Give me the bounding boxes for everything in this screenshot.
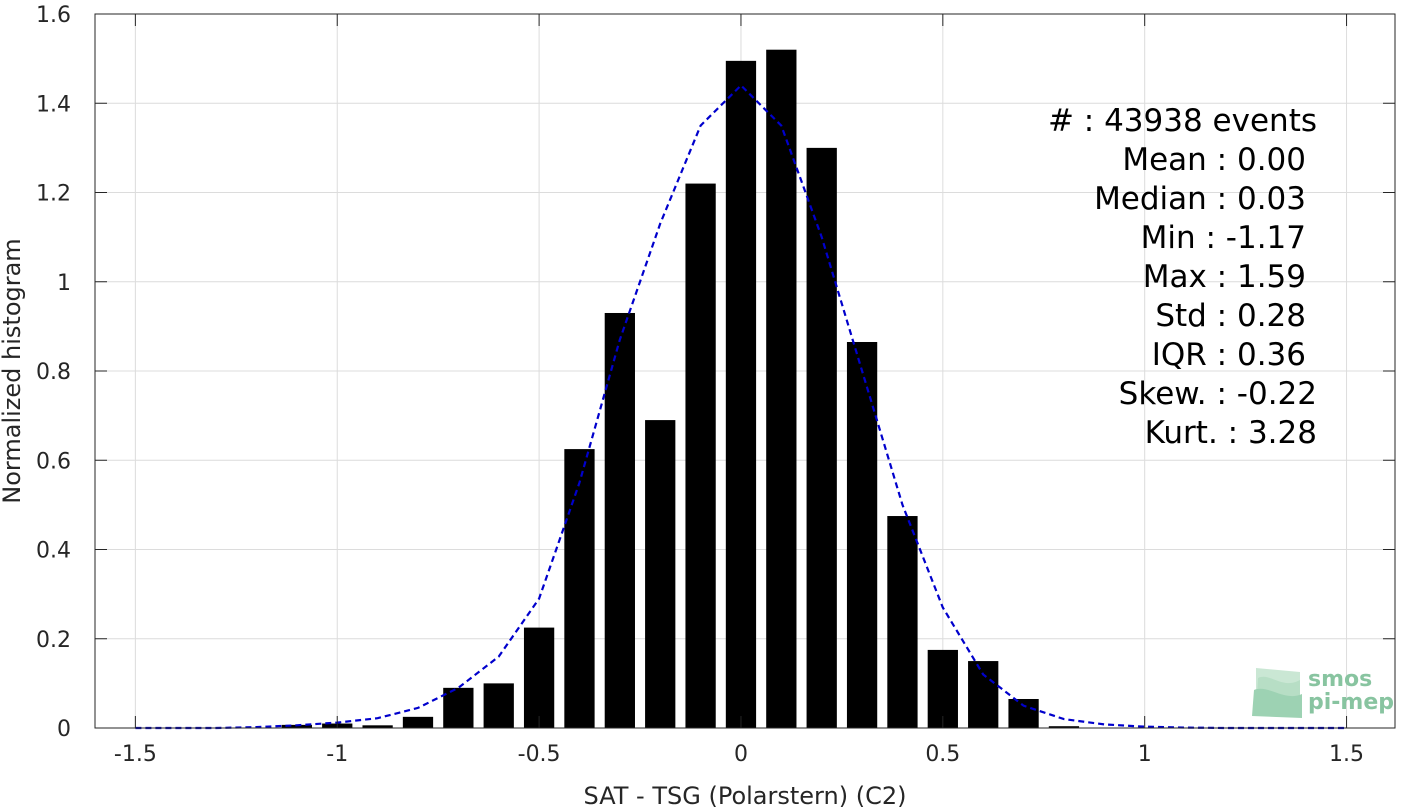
histogram-bar [968, 661, 999, 728]
histogram-bar [443, 687, 474, 728]
x-tick-label: -0.5 [518, 742, 561, 767]
x-tick-label: 1.5 [1329, 742, 1364, 767]
logo-text-smos: smos [1308, 667, 1372, 692]
stat-line: Median : 0.03 [1094, 181, 1306, 217]
y-axis-label: Normalized histogram [0, 238, 26, 503]
stat-line: Kurt. : 3.28 [1145, 415, 1317, 451]
histogram-bar [1008, 698, 1039, 728]
logo-text-pi-mep: pi-mep [1308, 690, 1394, 715]
histogram-bar [725, 60, 757, 728]
x-tick-label: 0 [734, 742, 748, 767]
histogram-bar [564, 449, 595, 728]
y-tick-label: 0.2 [36, 628, 71, 653]
axis-ticks [95, 13, 1395, 729]
histogram-bar [927, 649, 958, 728]
logo-mark-icon [1252, 668, 1302, 718]
histogram-bar [887, 516, 918, 728]
stat-line: Skew. : -0.22 [1119, 376, 1317, 412]
x-tick-label: 1 [1138, 742, 1152, 767]
stat-line: Min : -1.17 [1141, 220, 1306, 256]
histogram-bar [645, 420, 676, 728]
histogram-bar [523, 627, 555, 728]
stat-line: Mean : 0.00 [1122, 142, 1306, 178]
stat-line: Max : 1.59 [1143, 259, 1306, 295]
y-tick-label: 0.4 [36, 539, 71, 564]
stat-line: Std : 0.28 [1155, 298, 1306, 334]
histogram-bar [846, 341, 878, 728]
histogram-bars [281, 49, 1080, 728]
smos-pi-mep-logo: smos pi-mep [1252, 667, 1394, 718]
stat-line: IQR : 0.36 [1152, 337, 1306, 373]
histogram-bar [806, 147, 837, 728]
histogram-bar [766, 49, 797, 728]
histogram-bar [685, 183, 716, 728]
histogram-bar [483, 683, 514, 728]
x-tick-labels: -1.5 -1 -0.5 0 0.5 1 1.5 [114, 742, 1364, 767]
x-tick-label: -1.5 [114, 742, 157, 767]
x-tick-label: -1 [326, 742, 348, 767]
y-tick-label: 1.2 [36, 182, 71, 207]
y-tick-label: 0.8 [36, 360, 71, 385]
x-axis-label: SAT - TSG (Polarstern) (C2) [584, 782, 907, 809]
histogram-bar [604, 312, 635, 728]
y-tick-labels: 0 0.2 0.4 0.6 0.8 1 1.2 1.4 1.6 [36, 3, 71, 742]
histogram-bar [402, 716, 434, 728]
stat-line: # : 43938 events [1048, 103, 1317, 139]
y-tick-label: 1.6 [36, 3, 71, 28]
histogram-bar [362, 725, 393, 728]
histogram-bar [1048, 726, 1080, 728]
y-tick-label: 0 [57, 717, 71, 742]
y-tick-label: 0.6 [36, 449, 71, 474]
y-tick-label: 1.4 [36, 92, 71, 117]
x-tick-label: 0.5 [925, 742, 960, 767]
y-tick-label: 1 [57, 271, 71, 296]
histogram-bar [281, 724, 313, 728]
